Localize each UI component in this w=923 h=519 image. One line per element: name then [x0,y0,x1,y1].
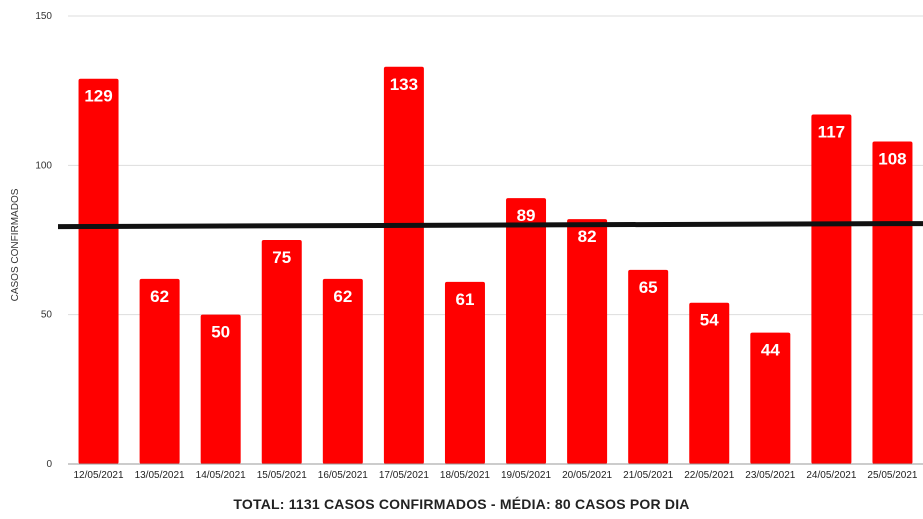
bars [78,66,913,465]
data-label: 75 [272,248,291,267]
data-label: 117 [818,123,845,142]
data-label: 65 [639,278,658,297]
bar [200,314,241,464]
bar [872,141,913,464]
data-label: 61 [456,290,475,309]
data-label: 133 [390,75,418,94]
x-tick-label: 22/05/2021 [684,470,734,481]
x-tick-label: 25/05/2021 [867,470,917,481]
data-labels: 129 62 50 75 62 133 61 89 82 65 54 44 117 108 [84,75,906,360]
bar [139,278,180,464]
data-label: 82 [578,227,597,246]
x-tick-label: 20/05/2021 [562,470,612,481]
x-tick-label: 15/05/2021 [257,470,307,481]
data-label: 89 [517,206,536,225]
bar [322,278,363,464]
data-label: 108 [878,149,906,168]
x-tick-label: 24/05/2021 [806,470,856,481]
data-label: 129 [84,87,112,106]
bar [78,78,119,464]
x-tick-label: 23/05/2021 [745,470,795,481]
average-line [57,221,923,230]
data-label: 62 [150,287,169,306]
y-axis-label: CASOS CONFIRMADOS [10,188,21,301]
bar [383,66,424,465]
y-tick-label: 0 [46,459,52,470]
x-tick-label: 16/05/2021 [318,470,368,481]
y-tick-label: 50 [41,310,53,321]
bar [506,198,547,465]
data-label: 44 [761,341,780,360]
y-axis-ticks: 0 50 100 150 [35,11,52,470]
data-label: 54 [700,311,719,330]
bar [689,302,730,464]
y-tick-label: 100 [35,160,52,171]
x-tick-label: 19/05/2021 [501,470,551,481]
data-label: 50 [211,323,230,342]
gridlines [68,15,923,316]
bar [567,219,608,464]
y-tick-label: 150 [35,11,52,22]
x-tick-label: 13/05/2021 [135,470,185,481]
x-tick-label: 14/05/2021 [196,470,246,481]
bar [811,114,852,464]
bar [261,240,302,464]
bar [628,269,669,464]
x-tick-label: 18/05/2021 [440,470,490,481]
x-tick-label: 17/05/2021 [379,470,429,481]
bar [750,332,791,464]
chart-caption: TOTAL: 1131 CASOS CONFIRMADOS - MÉDIA: 8… [233,496,690,512]
x-tick-label: 12/05/2021 [74,470,124,481]
bar [444,281,485,464]
x-tick-label: 21/05/2021 [623,470,673,481]
x-axis-ticks: 12/05/2021 13/05/2021 14/05/2021 15/05/2021… [74,470,918,481]
data-label: 62 [333,287,352,306]
